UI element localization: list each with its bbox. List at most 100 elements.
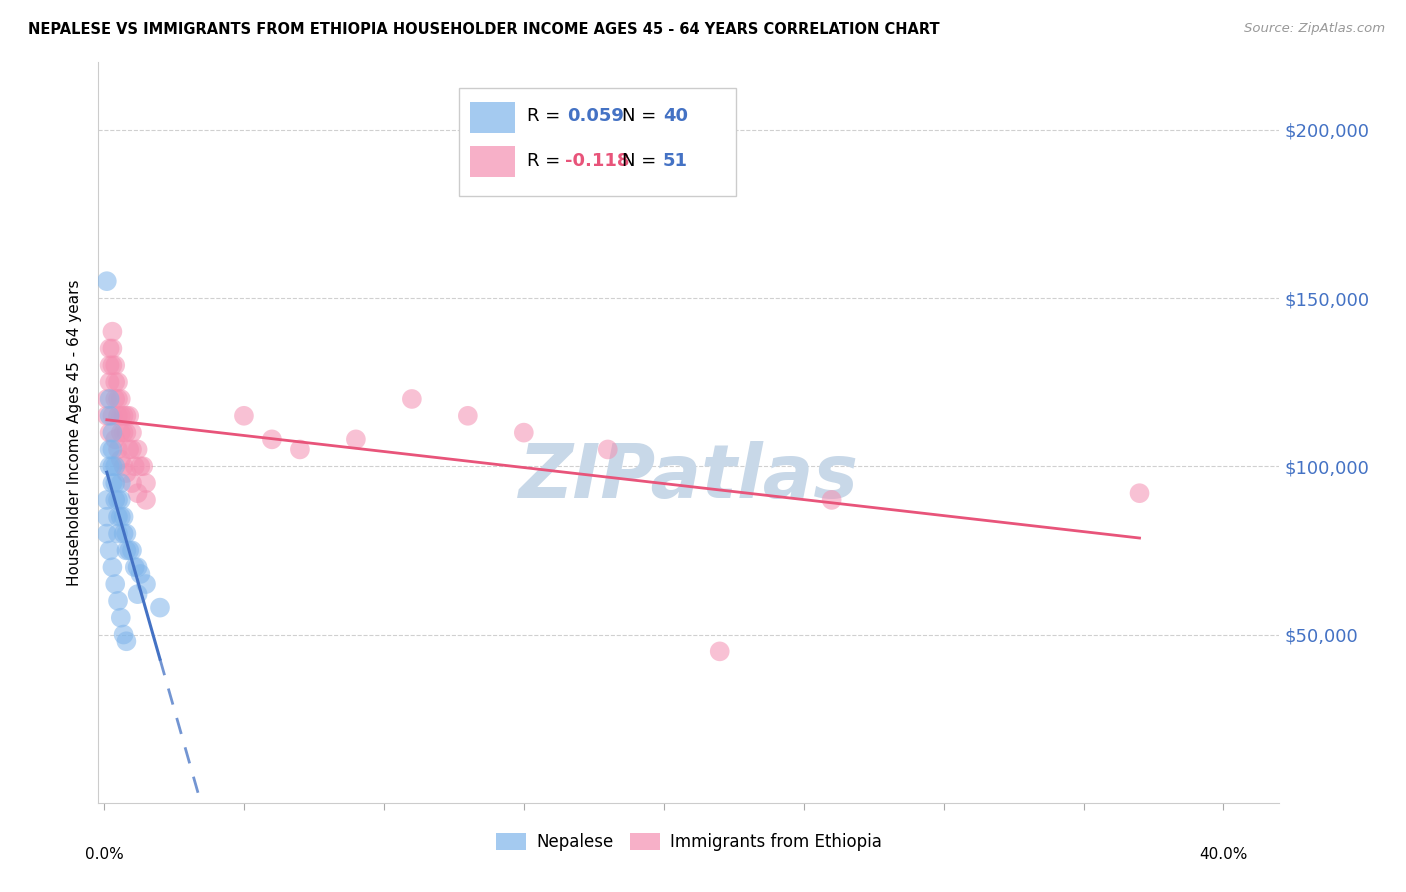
- Point: [101, 425, 124, 440]
- Point: [513, 425, 536, 440]
- Point: [98, 459, 121, 474]
- Text: 40: 40: [664, 108, 688, 126]
- Point: [104, 433, 127, 447]
- Text: ZIPatlas: ZIPatlas: [519, 441, 859, 514]
- Point: [101, 325, 124, 339]
- Point: [112, 409, 135, 423]
- Point: [129, 459, 152, 474]
- Point: [98, 342, 121, 356]
- FancyBboxPatch shape: [471, 102, 516, 133]
- Point: [124, 560, 146, 574]
- Point: [135, 492, 157, 507]
- Point: [98, 409, 121, 423]
- Point: [121, 476, 143, 491]
- Point: [107, 509, 129, 524]
- Point: [98, 442, 121, 457]
- Point: [821, 492, 844, 507]
- Point: [96, 392, 118, 406]
- Point: [101, 359, 124, 373]
- Point: [115, 543, 138, 558]
- Point: [260, 433, 283, 447]
- Point: [107, 409, 129, 423]
- Point: [110, 409, 132, 423]
- Point: [129, 566, 152, 581]
- Point: [110, 476, 132, 491]
- Point: [96, 509, 118, 524]
- Point: [135, 476, 157, 491]
- Point: [709, 644, 731, 658]
- Point: [98, 375, 121, 389]
- Text: 40.0%: 40.0%: [1199, 847, 1247, 862]
- Text: R =: R =: [527, 152, 567, 169]
- Point: [121, 425, 143, 440]
- Point: [101, 476, 124, 491]
- Point: [101, 342, 124, 356]
- Point: [110, 610, 132, 624]
- Point: [288, 442, 311, 457]
- Point: [107, 526, 129, 541]
- Point: [110, 452, 132, 467]
- Point: [149, 600, 172, 615]
- Point: [96, 492, 118, 507]
- Point: [115, 526, 138, 541]
- Point: [457, 409, 479, 423]
- Text: Source: ZipAtlas.com: Source: ZipAtlas.com: [1244, 22, 1385, 36]
- Text: N =: N =: [621, 108, 662, 126]
- Point: [132, 459, 155, 474]
- Point: [118, 442, 141, 457]
- Point: [112, 627, 135, 641]
- Point: [101, 459, 124, 474]
- Point: [110, 509, 132, 524]
- Point: [98, 359, 121, 373]
- Point: [127, 587, 149, 601]
- Point: [127, 486, 149, 500]
- FancyBboxPatch shape: [471, 146, 516, 178]
- Point: [112, 526, 135, 541]
- Text: 0.059: 0.059: [567, 108, 624, 126]
- Point: [101, 442, 124, 457]
- Point: [110, 492, 132, 507]
- Point: [1128, 486, 1150, 500]
- Point: [98, 392, 121, 406]
- Point: [104, 476, 127, 491]
- FancyBboxPatch shape: [458, 88, 737, 195]
- Point: [401, 392, 423, 406]
- Point: [112, 459, 135, 474]
- Text: NEPALESE VS IMMIGRANTS FROM ETHIOPIA HOUSEHOLDER INCOME AGES 45 - 64 YEARS CORRE: NEPALESE VS IMMIGRANTS FROM ETHIOPIA HOU…: [28, 22, 939, 37]
- Text: 0.0%: 0.0%: [84, 847, 124, 862]
- Point: [115, 409, 138, 423]
- Point: [112, 425, 135, 440]
- Point: [112, 509, 135, 524]
- Point: [104, 375, 127, 389]
- Point: [115, 634, 138, 648]
- Text: 51: 51: [664, 152, 688, 169]
- Point: [101, 560, 124, 574]
- Text: N =: N =: [621, 152, 662, 169]
- Point: [135, 577, 157, 591]
- Point: [104, 359, 127, 373]
- Point: [596, 442, 619, 457]
- Point: [344, 433, 367, 447]
- Point: [233, 409, 256, 423]
- Point: [104, 459, 127, 474]
- Point: [115, 425, 138, 440]
- Legend: Nepalese, Immigrants from Ethiopia: Nepalese, Immigrants from Ethiopia: [489, 826, 889, 857]
- Point: [127, 442, 149, 457]
- Point: [107, 375, 129, 389]
- Point: [124, 459, 146, 474]
- Point: [101, 409, 124, 423]
- Point: [96, 409, 118, 423]
- Point: [110, 425, 132, 440]
- Text: R =: R =: [527, 108, 567, 126]
- Point: [96, 274, 118, 288]
- Point: [121, 442, 143, 457]
- Point: [107, 594, 129, 608]
- Point: [107, 492, 129, 507]
- Point: [104, 577, 127, 591]
- Point: [118, 409, 141, 423]
- Point: [127, 560, 149, 574]
- Point: [107, 442, 129, 457]
- Point: [121, 543, 143, 558]
- Y-axis label: Householder Income Ages 45 - 64 years: Householder Income Ages 45 - 64 years: [67, 279, 83, 586]
- Point: [115, 466, 138, 480]
